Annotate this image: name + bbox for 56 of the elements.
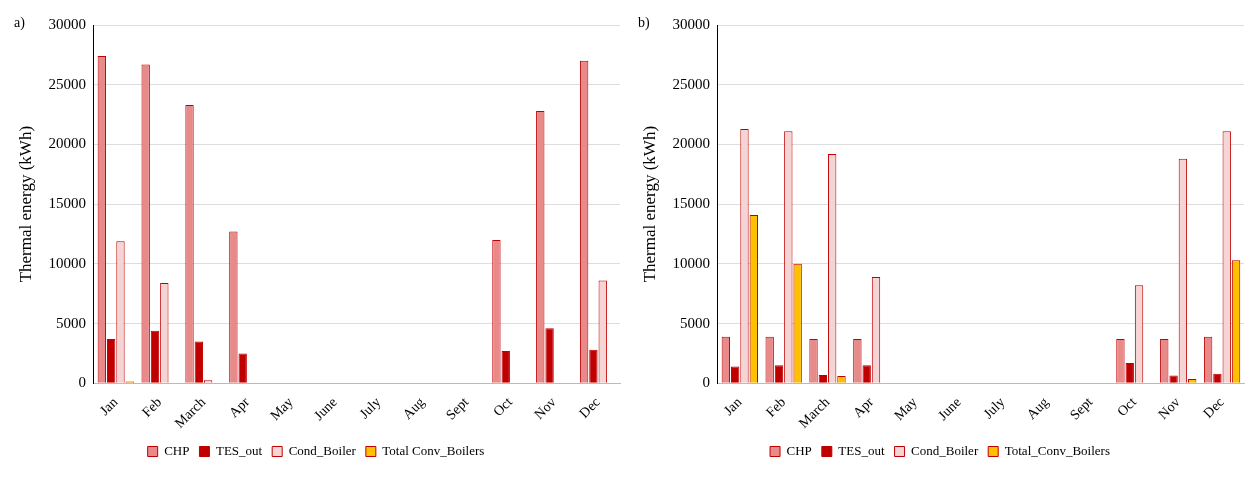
y-tick-label: 5000 [679, 314, 710, 331]
x-tick-label: Nov [1155, 394, 1183, 422]
legend-label: Total Conv_Boilers [382, 442, 485, 458]
x-tick-label: Oct [490, 394, 516, 420]
bar [545, 328, 554, 383]
y-axis-title: Thermal energy (kWh) [15, 125, 35, 283]
x-tick-label: May [891, 394, 920, 424]
y-tick-label: 10000 [672, 254, 710, 271]
x-tick-label: Jan [96, 394, 121, 419]
bar [862, 365, 871, 383]
x-tick-label: Aug [399, 394, 428, 422]
bar [1125, 362, 1134, 383]
x-tick-label: Dec [576, 394, 603, 421]
x-tick-label: June [310, 394, 340, 424]
x-tick-label: Feb [762, 394, 789, 420]
x-tick-label: Apr [226, 394, 253, 421]
x-tick-label: Dec [1200, 394, 1227, 421]
bar [589, 349, 598, 383]
bar [238, 353, 247, 383]
y-axis-title: Thermal energy (kWh) [639, 125, 659, 283]
x-tick-label: Sept [1067, 394, 1096, 423]
y-tick-label: 30000 [48, 15, 86, 32]
x-tick-label: Aug [1023, 394, 1052, 422]
y-tick-label: 20000 [672, 135, 710, 152]
y-tick-label: 25000 [672, 75, 710, 92]
bar [501, 351, 510, 383]
legend-label: Cond_Boiler [911, 442, 979, 458]
x-tick-label: July [980, 394, 1008, 422]
bar [150, 330, 160, 383]
y-tick-label: 30000 [672, 15, 710, 32]
y-tick-label: 10000 [48, 254, 86, 271]
y-tick-label: 5000 [55, 314, 86, 331]
legend-label: Cond_Boiler [288, 442, 357, 458]
legend-label: TES_out [838, 442, 885, 458]
bar [774, 365, 784, 383]
legend-label: Total_Conv_Boilers [1004, 442, 1110, 458]
y-tick-label: 0 [78, 374, 86, 391]
x-tick-label: Nov [531, 394, 559, 422]
legend-label: CHP [786, 442, 812, 458]
x-tick-label: Feb [138, 394, 165, 420]
x-tick-label: Oct [1114, 394, 1140, 420]
legend-label: CHP [164, 442, 190, 458]
x-tick-label: Jan [720, 394, 745, 419]
y-tick-label: 15000 [48, 195, 86, 212]
text: b) [638, 14, 650, 31]
x-tick-label: Apr [850, 394, 877, 421]
x-tick-label: Sept [443, 394, 472, 423]
text: a) [14, 14, 26, 31]
y-tick-label: 15000 [672, 195, 710, 212]
x-tick-label: May [267, 394, 296, 424]
x-tick-label: July [356, 394, 384, 422]
legend-label: TES_out [215, 442, 263, 458]
x-tick-label: June [934, 394, 964, 424]
y-tick-label: 25000 [48, 75, 86, 92]
y-tick-label: 20000 [48, 135, 86, 152]
y-tick-label: 0 [702, 374, 710, 391]
